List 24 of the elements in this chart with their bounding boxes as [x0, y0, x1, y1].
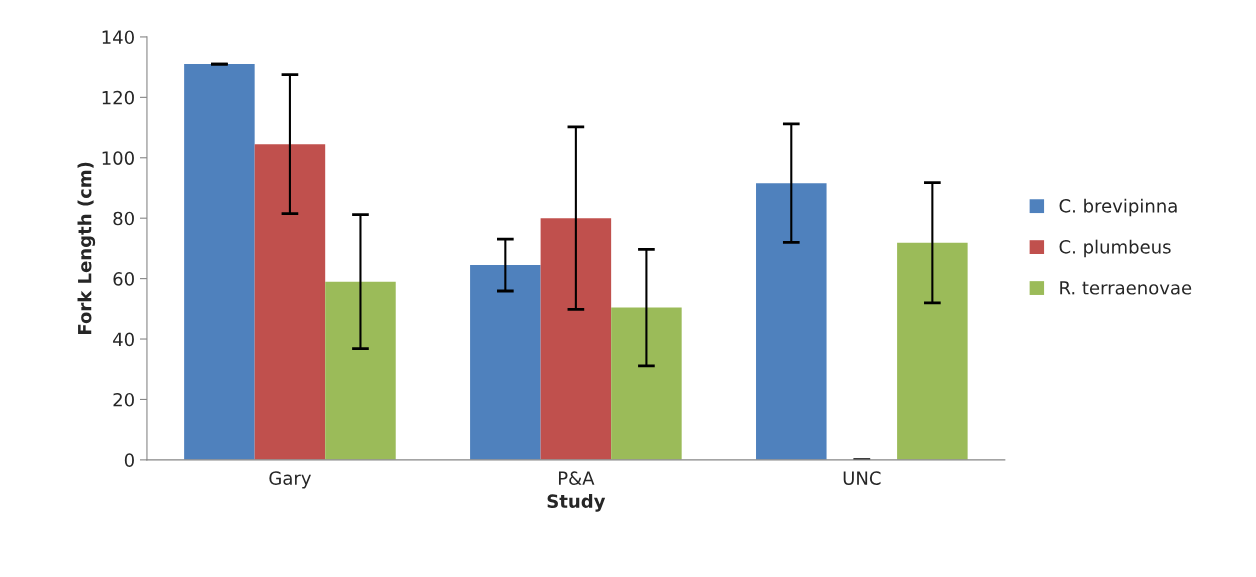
y-tick-label: 140 — [102, 30, 134, 45]
y-tick-label: 80 — [113, 211, 134, 226]
y-axis-title: Fork Length (cm) — [77, 162, 96, 335]
bar — [254, 144, 326, 460]
y-tick-label: 100 — [102, 151, 134, 165]
x-axis-title: Study — [547, 494, 606, 512]
bar — [540, 218, 612, 460]
legend-label: C. brevipinna — [1059, 198, 1177, 217]
legend-label: R. terraenovae — [1060, 281, 1192, 295]
bar — [897, 242, 968, 460]
y-tick-label: 0 — [124, 453, 134, 467]
y-tick-label: 60 — [113, 272, 134, 286]
y-tick-label: 120 — [102, 90, 134, 105]
bar — [611, 307, 682, 460]
bar — [756, 183, 827, 460]
x-tick-label: Gary — [269, 471, 311, 489]
x-tick-label: P&A — [558, 471, 595, 485]
y-tick-label: 40 — [113, 332, 134, 347]
x-tick-label: UNC — [843, 471, 881, 485]
y-tick-label: 20 — [113, 392, 134, 407]
bar — [325, 281, 396, 460]
legend-label: C. plumbeus — [1059, 239, 1171, 258]
bar — [470, 265, 541, 460]
bar — [184, 64, 255, 460]
